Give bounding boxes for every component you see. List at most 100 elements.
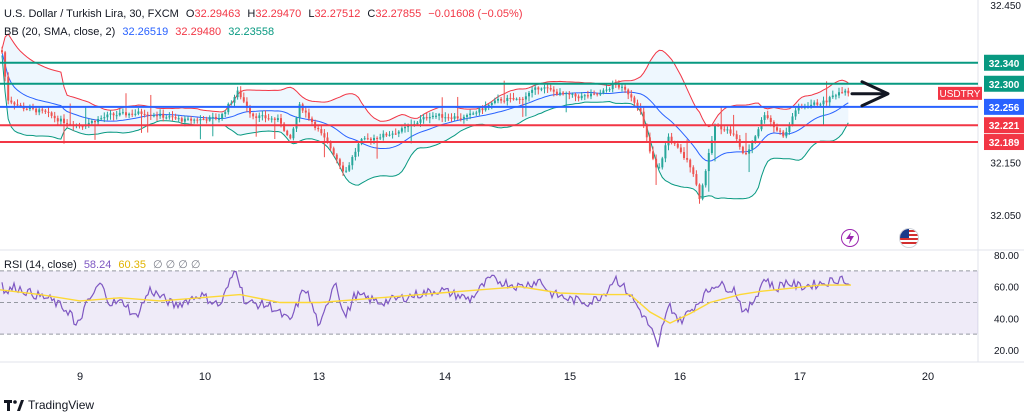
candle-body	[280, 118, 282, 124]
candle-body	[562, 92, 565, 95]
candle-body	[822, 100, 825, 105]
candle-body	[435, 115, 437, 117]
candle-body	[763, 115, 766, 120]
candle-body	[503, 100, 506, 102]
candle-body	[661, 158, 664, 168]
candle-body	[726, 129, 729, 131]
candle-body	[698, 184, 701, 200]
candle-body	[44, 110, 47, 112]
time-tick-3: 14	[439, 371, 451, 383]
candle-body	[586, 95, 589, 97]
candle-body	[258, 115, 261, 119]
candle-body	[345, 170, 348, 172]
candle-body	[366, 138, 369, 140]
candle-body	[109, 113, 112, 115]
candle-body	[590, 93, 592, 97]
candle-body	[354, 151, 357, 158]
rsi-line	[1, 270, 851, 348]
candle-body	[134, 113, 137, 115]
candle-body	[701, 185, 704, 200]
candle-body	[509, 97, 512, 99]
candle-body	[369, 138, 372, 141]
candle-body	[707, 152, 710, 172]
rsi-ma-value: 60.35	[118, 259, 146, 271]
candle-body	[515, 98, 518, 100]
candle-body	[419, 119, 422, 123]
candle-body	[174, 117, 177, 119]
candle-body	[577, 96, 580, 99]
candle-body	[456, 116, 459, 119]
candle-body	[714, 125, 716, 141]
candle-body	[47, 111, 50, 113]
candle-body	[50, 112, 53, 116]
bb-basis-line	[1, 52, 849, 162]
candle-body	[214, 116, 217, 119]
rsi-legend[interactable]: RSI (14, close) 58.24 60.35 ∅ ∅ ∅ ∅	[4, 258, 205, 271]
level-tag-bg-3	[984, 117, 1024, 134]
candle-body	[534, 87, 537, 90]
candle-body	[407, 125, 410, 128]
candle-body	[478, 108, 481, 113]
candle-body	[571, 93, 574, 95]
candle-body	[171, 116, 174, 118]
candle-body	[357, 143, 360, 152]
candle-body	[831, 95, 834, 98]
candle-body	[549, 88, 552, 90]
candle-body	[4, 52, 7, 77]
candle-body	[267, 118, 270, 120]
candle-body	[729, 129, 732, 134]
candle-body	[472, 113, 475, 115]
candle-body	[180, 118, 183, 122]
candle-body	[704, 171, 707, 186]
candle-body	[540, 88, 543, 90]
candle-body	[810, 104, 813, 107]
candle-body	[404, 127, 406, 129]
candle-body	[13, 102, 16, 105]
candle-body	[636, 102, 639, 109]
candle-body	[596, 93, 599, 95]
candle-body	[627, 89, 630, 95]
candle-body	[351, 157, 354, 166]
candle-body	[329, 142, 332, 149]
lightning-icon[interactable]	[841, 229, 859, 247]
candle-body	[193, 119, 196, 121]
candle-body	[177, 118, 180, 120]
candle-body	[221, 113, 224, 119]
candle-body	[230, 102, 233, 104]
candle-body	[261, 115, 264, 117]
tradingview-brand[interactable]: TradingView	[4, 398, 94, 412]
time-tick-1: 10	[199, 371, 211, 383]
us-flag-icon[interactable]	[899, 228, 919, 248]
level-tag-bg-2	[984, 98, 1024, 115]
candle-body	[183, 118, 186, 122]
candle-body	[376, 137, 379, 139]
candle-body	[307, 112, 310, 119]
candle-body	[617, 83, 620, 88]
candle-body	[630, 94, 633, 98]
bb-legend[interactable]: BB (20, SMA, close, 2) 32.26519 32.29480…	[4, 26, 278, 38]
candle-body	[692, 167, 695, 175]
candle-body	[190, 118, 193, 121]
candle-body	[431, 115, 434, 118]
candle-body	[748, 149, 751, 154]
candle-body	[450, 117, 453, 119]
candle-body	[66, 123, 69, 125]
candle-body	[459, 118, 462, 120]
annotation-arrow-head	[860, 80, 890, 108]
rsi-value: 58.24	[83, 259, 112, 271]
level-tag-bg-4	[984, 134, 1024, 151]
candle-body	[137, 111, 140, 114]
candle-body	[292, 128, 295, 139]
candle-body	[56, 118, 59, 122]
candle-body	[537, 87, 540, 90]
symbol-title[interactable]: U.S. Dollar / Turkish Lira, 30, FXCM	[4, 8, 179, 20]
candle-body	[28, 107, 31, 110]
candle-body	[732, 133, 735, 135]
candle-body	[497, 98, 499, 101]
candle-body	[574, 93, 577, 97]
time-tick-5: 16	[674, 371, 686, 383]
candle-body	[531, 89, 534, 93]
candle-body	[156, 115, 158, 117]
candle-body	[326, 137, 329, 143]
